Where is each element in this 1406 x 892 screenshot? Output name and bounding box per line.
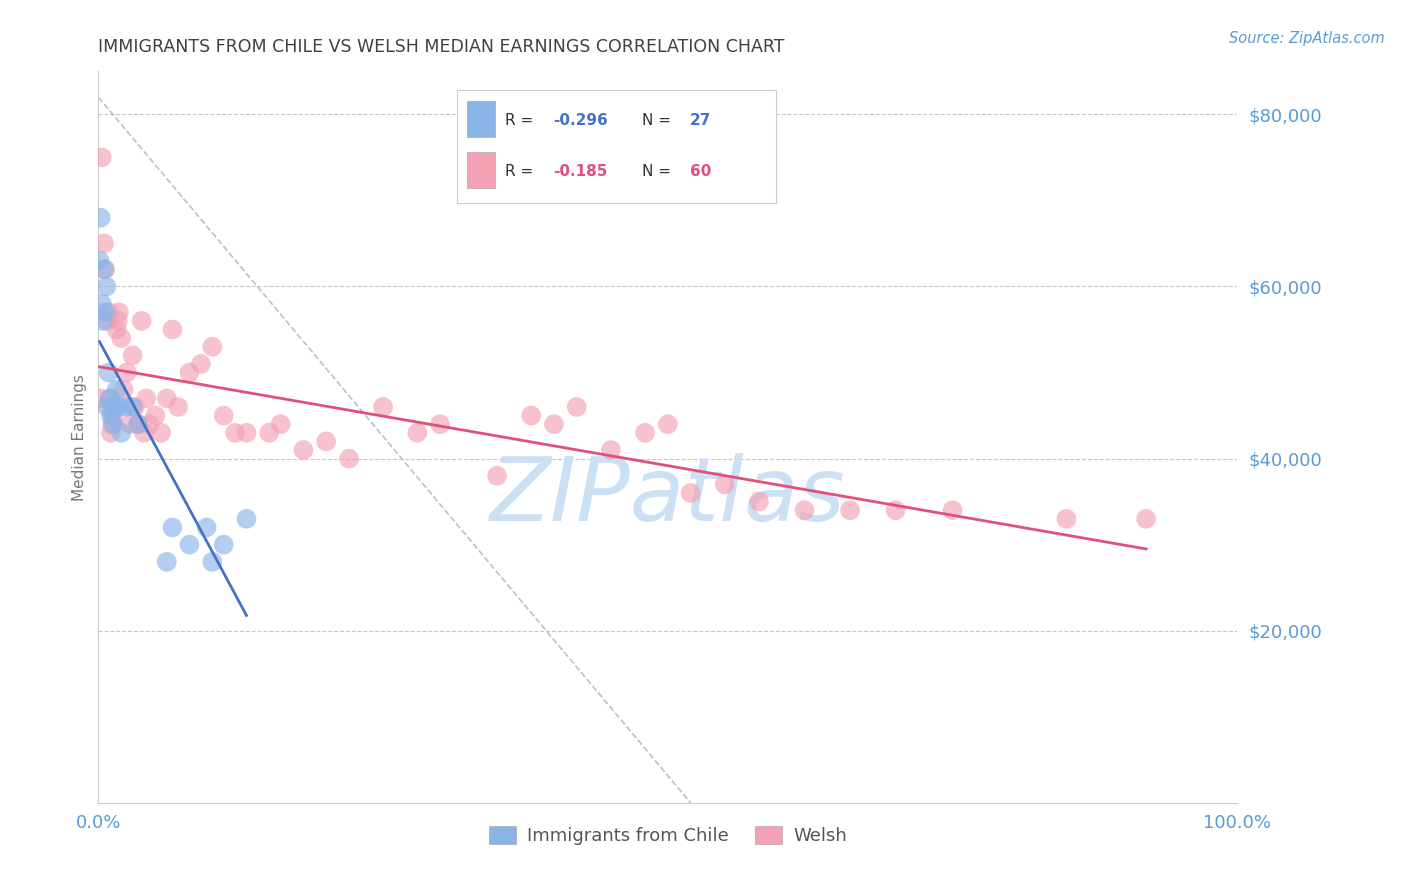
Point (91, 314, 114, 328)
Point (98, 392, 121, 406)
Point (90, 211, 112, 225)
Point (115, 366, 138, 380)
Point (942, 503, 965, 517)
Point (100, 425, 122, 440)
Point (120, 417, 142, 432)
Point (162, 520, 184, 534)
Point (121, 348, 143, 362)
Point (89, 392, 111, 406)
Point (90, 296, 112, 310)
Point (93, 236, 115, 251)
Point (100, 409, 122, 423)
Point (195, 520, 218, 534)
Point (201, 555, 224, 569)
Point (679, 486, 702, 500)
Point (104, 400, 127, 414)
Point (103, 417, 125, 432)
Point (96, 400, 118, 414)
Point (714, 477, 737, 491)
Point (212, 538, 235, 552)
Point (520, 409, 543, 423)
Point (235, 512, 257, 526)
Point (565, 400, 588, 414)
Point (406, 425, 429, 440)
Text: ZIPatlas: ZIPatlas (491, 452, 845, 539)
Point (315, 434, 337, 449)
Point (145, 409, 167, 423)
Point (600, 442, 623, 457)
Point (190, 357, 212, 371)
Point (94, 262, 117, 277)
Point (884, 503, 907, 517)
Point (150, 425, 173, 440)
Point (112, 383, 135, 397)
Point (103, 409, 125, 423)
Point (107, 314, 129, 328)
Point (543, 417, 565, 432)
Point (429, 417, 451, 432)
Point (104, 400, 127, 414)
Point (127, 417, 149, 432)
Point (127, 417, 149, 432)
Point (98, 392, 121, 406)
Point (90, 150, 112, 164)
Point (97, 366, 120, 380)
Point (839, 503, 862, 517)
Point (97, 305, 120, 319)
Point (108, 400, 131, 414)
Point (486, 468, 509, 483)
Point (657, 417, 679, 432)
Point (124, 400, 146, 414)
Point (748, 494, 770, 508)
Point (259, 425, 281, 440)
Point (224, 425, 246, 440)
Point (96, 314, 118, 328)
Point (105, 322, 128, 336)
Point (167, 400, 190, 414)
Point (121, 400, 143, 414)
Point (101, 400, 124, 414)
Point (108, 305, 131, 319)
Point (156, 555, 179, 569)
Point (93, 262, 115, 277)
Point (138, 417, 160, 432)
Point (292, 442, 315, 457)
Text: IMMIGRANTS FROM CHILE VS WELSH MEDIAN EARNINGS CORRELATION CHART: IMMIGRANTS FROM CHILE VS WELSH MEDIAN EA… (98, 38, 785, 56)
Point (1135, 512, 1157, 526)
Y-axis label: Median Earnings: Median Earnings (72, 374, 87, 500)
Point (135, 392, 157, 406)
Point (105, 383, 128, 397)
Point (156, 392, 179, 406)
Point (337, 451, 360, 466)
Point (179, 366, 201, 380)
Point (1054, 512, 1078, 526)
Point (634, 425, 657, 440)
Legend: Immigrants from Chile, Welsh: Immigrants from Chile, Welsh (481, 819, 855, 852)
Point (270, 417, 292, 432)
Point (235, 425, 257, 440)
Point (110, 425, 132, 440)
Point (179, 538, 201, 552)
Text: Source: ZipAtlas.com: Source: ZipAtlas.com (1229, 31, 1385, 46)
Point (132, 425, 155, 440)
Point (201, 340, 224, 354)
Point (101, 417, 124, 432)
Point (793, 503, 815, 517)
Point (89, 253, 111, 268)
Point (115, 400, 138, 414)
Point (371, 400, 394, 414)
Point (110, 331, 132, 345)
Point (131, 314, 153, 328)
Point (94, 305, 117, 319)
Point (212, 409, 235, 423)
Point (96, 279, 118, 293)
Point (162, 322, 184, 336)
